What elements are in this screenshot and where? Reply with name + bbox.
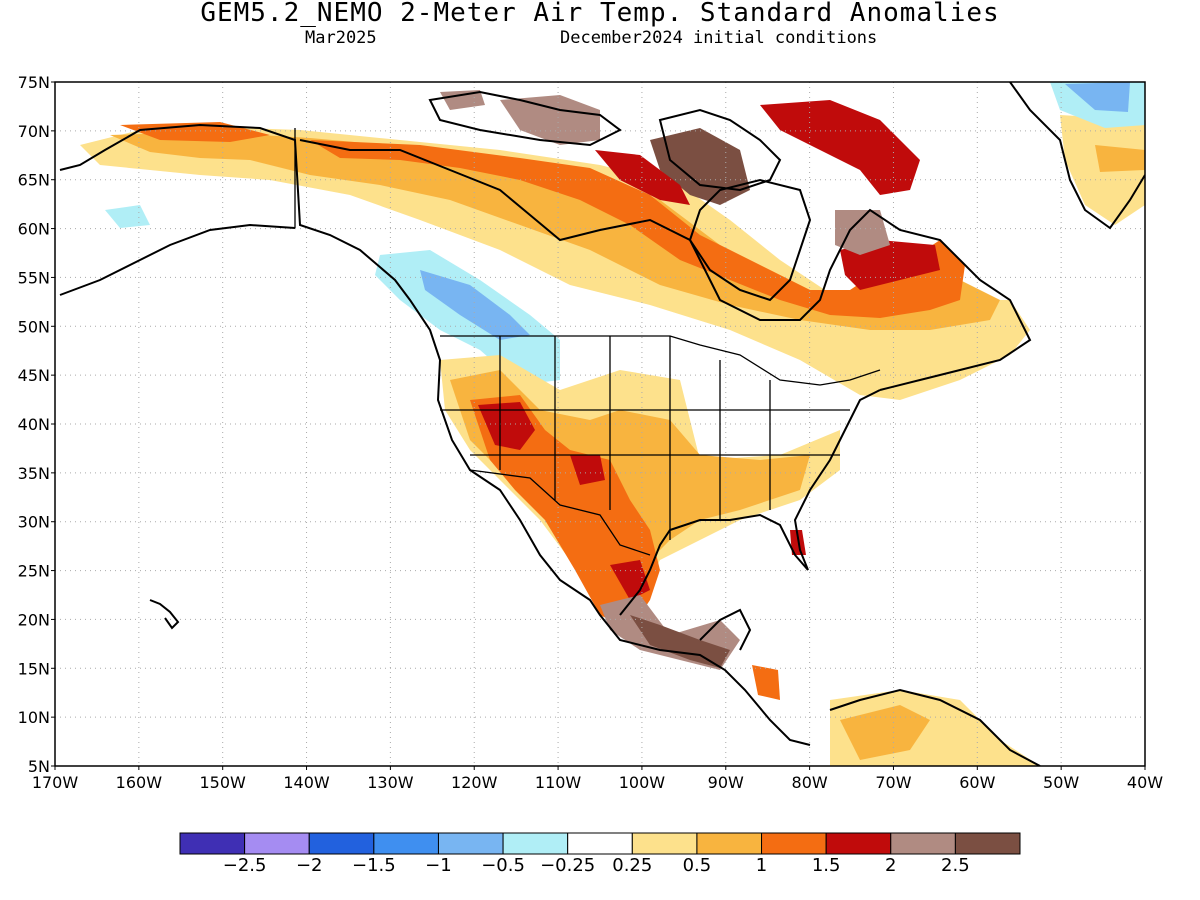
lon-label: 150W: [200, 773, 247, 792]
lon-label: 160W: [116, 773, 163, 792]
lat-label: 30N: [18, 513, 50, 532]
colorbar-swatch: [825, 832, 892, 855]
colorbar-swatch: [437, 832, 504, 855]
colorbar-label: 0.25: [612, 855, 653, 876]
colorbar-label: 2.5: [941, 855, 970, 876]
colorbar-swatch: [244, 832, 310, 855]
coast-hawaii: [149, 599, 180, 630]
colorbar-label: −0.25: [540, 855, 596, 876]
lat-label: 5N: [28, 757, 50, 776]
coast-arctic-islands: [428, 90, 622, 147]
border-us-mexico: [469, 469, 651, 556]
lon-label: 170W: [32, 773, 79, 792]
lat-label: 20N: [18, 610, 50, 629]
coastlines: [59, 82, 1145, 766]
coast-samerica: [829, 688, 1041, 766]
lat-label: 70N: [18, 122, 50, 141]
lon-label: 110W: [535, 773, 582, 792]
lon-label: 100W: [619, 773, 666, 792]
shade-arctic-brown-light2: [440, 90, 485, 110]
lat-label: 35N: [18, 464, 50, 483]
lat-label: 15N: [18, 659, 50, 678]
colorbar-label: 1: [755, 855, 768, 876]
gridlines: [55, 82, 1145, 766]
lat-label: 40N: [18, 415, 50, 434]
colorbar-swatch: [954, 832, 1021, 855]
map-title: GEM5.2_NEMO 2-Meter Air Temp. Standard A…: [200, 0, 1000, 28]
coast-greenland: [1009, 82, 1145, 230]
border-us-canada: [440, 335, 881, 386]
shade-quebec-brown: [835, 210, 890, 255]
lon-label: 120W: [451, 773, 498, 792]
shade-arctic-brown-light: [500, 95, 600, 145]
colorbar-label: −0.5: [481, 855, 525, 876]
colorbar-label: 1.5: [811, 855, 841, 876]
lat-label: 60N: [18, 220, 50, 239]
lon-label: 90W: [708, 773, 744, 792]
lon-label: 70W: [875, 773, 911, 792]
shade-baffin-brown: [650, 128, 750, 205]
lat-label: 50N: [18, 317, 50, 336]
coast-us-east: [619, 389, 881, 616]
colorbar-label: 0.5: [682, 855, 712, 876]
shade-north-red: [760, 100, 920, 195]
colorbar-swatch: [179, 832, 246, 855]
colorbar-label: 2: [885, 855, 897, 876]
shade-arctic-light: [80, 125, 1030, 400]
lat-label: 25N: [18, 562, 50, 581]
colorbar-swatch: [502, 832, 569, 855]
lat-label: 55N: [18, 268, 50, 287]
colorbar-swatch: [761, 832, 827, 855]
colorbar-label: −1.5: [351, 855, 396, 876]
colorbar-swatch: [308, 832, 375, 855]
shade-southwest-strong: [470, 395, 660, 630]
coast-hudson-bay: [688, 178, 812, 302]
latitude-ticks: 75N 70N 65N 60N 55N 50N 45N 40N 35N 30N 25N 20N 15N 1…: [18, 73, 55, 776]
shade-greenland-mid: [1065, 82, 1130, 112]
coast-canada-arctic: [299, 139, 1032, 391]
shade-arctic-strong: [310, 140, 965, 318]
shade-mexico-brown-dark: [630, 615, 730, 668]
lat-label: 65N: [18, 171, 50, 190]
shade-alaska-blue: [105, 205, 150, 228]
colorbar-label: −2: [295, 855, 323, 876]
colorbar: [179, 832, 1021, 855]
coast-alaska-south: [59, 223, 296, 296]
lon-label: 80W: [792, 773, 828, 792]
coast-alaska: [59, 123, 811, 746]
lon-label: 50W: [1043, 773, 1079, 792]
lat-label: 75N: [18, 73, 50, 92]
colorbar-swatch: [890, 832, 956, 855]
lon-label: 140W: [283, 773, 330, 792]
shade-samerica-mid: [840, 705, 930, 760]
lon-label: 60W: [959, 773, 995, 792]
shade-centralam-orange: [752, 665, 780, 700]
shade-greenland-orange: [1095, 145, 1145, 172]
lat-label: 10N: [18, 708, 50, 727]
lat-label: 45N: [18, 366, 50, 385]
lon-label: 130W: [367, 773, 414, 792]
coast-baffin: [658, 108, 782, 192]
shade-southwest-red: [478, 402, 535, 450]
colorbar-swatch: [567, 832, 633, 855]
colorbar-swatch: [373, 832, 439, 855]
initial-conditions: December2024 initial conditions: [560, 28, 878, 48]
colorbar-swatch: [631, 832, 698, 855]
colorbar-label: −2.5: [222, 855, 267, 876]
forecast-month: Mar2025: [305, 28, 377, 48]
shade-texas-red: [570, 455, 605, 485]
longitude-ticks: 170W 160W 150W 140W 130W 120W 110W 100W 90W 80W 70…: [32, 766, 1163, 792]
political-boundaries: [294, 128, 881, 556]
shade-arctic-red-island: [595, 150, 690, 205]
colorbar-label: −1: [425, 855, 452, 876]
lon-label: 40W: [1127, 773, 1163, 792]
colorbar-swatch: [696, 832, 763, 855]
shade-pacific-blue: [420, 270, 530, 340]
coast-yucatan: [699, 608, 752, 651]
